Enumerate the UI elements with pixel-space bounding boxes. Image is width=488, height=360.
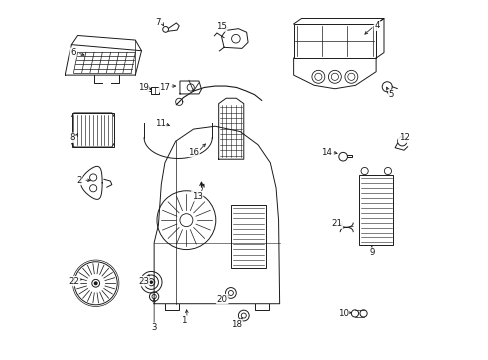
Text: 8: 8 [69,133,74,142]
Text: 3: 3 [151,323,157,332]
Text: 7: 7 [155,18,160,27]
Text: 5: 5 [388,90,393,99]
Circle shape [94,282,97,284]
Text: 15: 15 [215,22,226,31]
Circle shape [150,281,152,283]
Text: 6: 6 [70,48,76,57]
Text: 23: 23 [138,276,148,285]
Text: 9: 9 [368,248,374,257]
Text: 22: 22 [68,276,80,285]
Bar [230,205,265,268]
Text: 10: 10 [337,309,348,318]
Text: 12: 12 [398,133,409,142]
Text: 18: 18 [231,320,242,329]
Text: 16: 16 [188,148,199,157]
Bar [72,113,114,147]
Text: 17: 17 [159,83,170,92]
Text: 13: 13 [191,192,202,201]
Text: 21: 21 [331,219,342,228]
Bar [359,175,392,245]
Text: 2: 2 [76,176,81,185]
Text: 1: 1 [181,316,186,325]
Text: 4: 4 [374,21,379,30]
Text: 20: 20 [216,294,227,303]
Text: 14: 14 [321,148,332,157]
Text: 19: 19 [138,83,148,92]
Bar [150,87,159,94]
Text: 11: 11 [154,119,165,128]
